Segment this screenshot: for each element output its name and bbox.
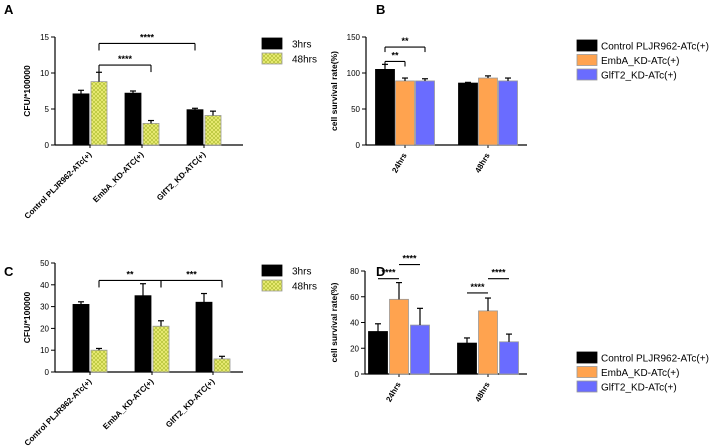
legend-swatch [576, 39, 598, 52]
y-tick-label: 80 [350, 267, 359, 276]
bar [375, 69, 395, 146]
legend-swatch [576, 68, 598, 81]
legend-swatch [261, 264, 283, 277]
bar [389, 298, 409, 375]
y-tick-label: 100 [347, 69, 361, 78]
panel-letter: B [376, 2, 385, 17]
bar [478, 77, 498, 146]
bar [90, 349, 108, 373]
x-tick-label: 48hrs [473, 151, 492, 174]
y-tick-label: 10 [40, 69, 49, 78]
x-tick-label: Control PLJR962-ATc(+) [23, 377, 94, 447]
significance-label: **** [140, 32, 155, 42]
panel-letter: C [4, 264, 14, 279]
legend-swatch [261, 52, 283, 65]
bar [499, 341, 519, 375]
y-axis-label: cell survival rate(%) [329, 282, 339, 362]
legend-label: 3hrs [292, 40, 311, 51]
significance-label: **** [402, 254, 417, 264]
y-tick-label: 5 [45, 105, 50, 114]
x-tick-label: EmbA_KD-ATC(+) [101, 377, 155, 431]
bar [152, 325, 170, 373]
y-tick-label: 50 [351, 105, 360, 114]
panel-letter: A [4, 2, 14, 17]
legend-swatch [261, 279, 283, 292]
legend-swatch [576, 380, 598, 393]
y-axis-label: CFU/*100000 [22, 65, 32, 117]
y-axis-label: cell survival rate(%) [329, 51, 339, 131]
legend-label: GlfT2_KD-ATc(+) [601, 383, 677, 394]
legend-swatch [576, 351, 598, 364]
bar [410, 324, 430, 375]
legend-label: 48hrs [292, 282, 317, 293]
legend-label: 3hrs [292, 267, 311, 278]
bar [134, 295, 152, 373]
bar [142, 123, 160, 146]
significance-label: ** [391, 50, 399, 60]
bar [415, 80, 435, 146]
bar [213, 358, 231, 373]
y-tick-label: 60 [350, 293, 359, 302]
bar [90, 81, 108, 146]
bar [195, 301, 213, 373]
y-tick-label: 150 [347, 33, 361, 42]
legend-swatch [261, 37, 283, 50]
significance-label: **** [118, 54, 133, 64]
bar [395, 80, 415, 146]
bar [72, 304, 90, 373]
legend-label: GlfT2_KD-ATc(+) [601, 71, 677, 82]
panel-letter: D [376, 264, 385, 279]
y-tick-label: 15 [40, 33, 49, 42]
y-tick-label: 40 [40, 281, 49, 290]
legend-label: Control PLJR962-ATc(+) [601, 42, 709, 53]
y-tick-label: 50 [40, 259, 49, 268]
legend-label: Control PLJR962-ATc(+) [601, 354, 709, 365]
bar [72, 93, 90, 146]
bar [478, 310, 498, 375]
significance-label: *** [186, 269, 197, 279]
significance-label: ** [401, 36, 409, 46]
y-tick-label: 0 [45, 368, 50, 377]
x-tick-label: 48hrs [473, 380, 492, 403]
y-tick-label: 10 [40, 346, 49, 355]
x-tick-label: Control PLJR962-ATc(+) [23, 150, 94, 221]
significance-label: **** [381, 268, 396, 278]
bar [186, 109, 204, 146]
legend-swatch [576, 54, 598, 66]
legend-label: 48hrs [292, 55, 317, 66]
significance-label: ** [126, 269, 134, 279]
bar [204, 115, 222, 146]
bar [498, 80, 518, 146]
y-tick-label: 0 [356, 141, 361, 150]
x-tick-label: GlfT2_KD-ATC(+) [155, 150, 208, 203]
significance-label: **** [491, 268, 506, 278]
y-tick-label: 40 [350, 319, 359, 328]
legend-label: EmbA_KD-ATc(+) [601, 368, 679, 379]
y-axis-label: CFU/*100000 [22, 291, 32, 343]
x-tick-label: EmbA_KD-ATC(+) [91, 150, 145, 204]
x-tick-label: 24hrs [390, 151, 409, 174]
y-tick-label: 30 [40, 303, 49, 312]
significance-label: **** [470, 282, 485, 292]
y-tick-label: 0 [45, 141, 50, 150]
y-tick-label: 20 [350, 344, 359, 353]
y-tick-label: 20 [40, 324, 49, 333]
y-tick-label: 0 [355, 370, 360, 379]
bar [457, 342, 477, 375]
x-tick-label: 24hrs [384, 380, 403, 403]
bar [368, 331, 388, 375]
x-tick-label: GlfT2_KD-ATC(+) [164, 377, 217, 430]
bar [124, 92, 142, 146]
legend-label: EmbA_KD-ATc(+) [601, 56, 679, 67]
legend-swatch [576, 366, 598, 378]
bar [458, 82, 478, 146]
